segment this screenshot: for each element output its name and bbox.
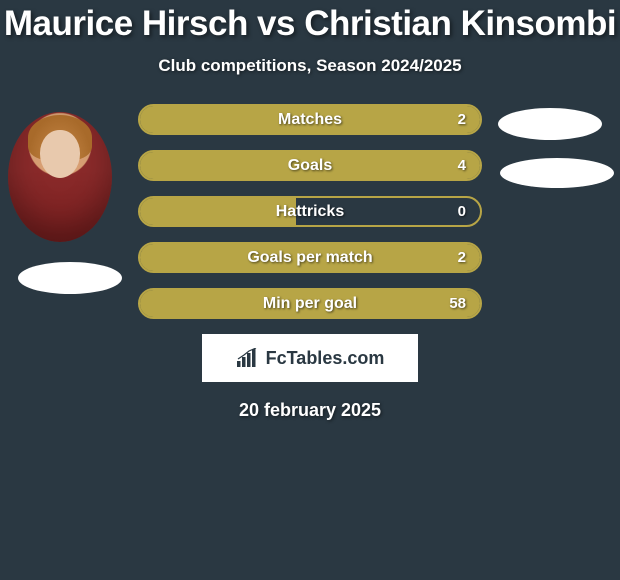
comparison-panel: Matches 2 Goals 4 Hattricks 0 Goals per match 2… <box>0 104 620 421</box>
subtitle: Club competitions, Season 2024/2025 <box>0 56 620 76</box>
logo-text: FcTables.com <box>266 348 385 369</box>
stat-row: Matches 2 <box>138 104 482 135</box>
stat-row: Goals per match 2 <box>138 242 482 273</box>
stat-label: Matches <box>278 111 342 129</box>
fctables-logo[interactable]: FcTables.com <box>202 334 418 382</box>
stat-label: Hattricks <box>276 203 344 221</box>
stat-row: Hattricks 0 <box>138 196 482 227</box>
player-left-avatar <box>8 112 112 242</box>
stat-value: 2 <box>458 249 466 266</box>
date-label: 20 february 2025 <box>0 400 620 421</box>
stat-row: Min per goal 58 <box>138 288 482 319</box>
page-title: Maurice Hirsch vs Christian Kinsombi <box>0 0 620 44</box>
stat-value: 0 <box>458 203 466 220</box>
chart-icon <box>236 348 260 368</box>
stat-value: 4 <box>458 157 466 174</box>
stat-label: Min per goal <box>263 295 357 313</box>
stat-fill <box>140 198 296 225</box>
stat-label: Goals per match <box>247 249 372 267</box>
stat-value: 58 <box>449 295 466 312</box>
player-right-pill-2 <box>500 158 614 188</box>
stat-row: Goals 4 <box>138 150 482 181</box>
player-left-pill <box>18 262 122 294</box>
stat-value: 2 <box>458 111 466 128</box>
player-right-pill-1 <box>498 108 602 140</box>
stat-label: Goals <box>288 157 332 175</box>
